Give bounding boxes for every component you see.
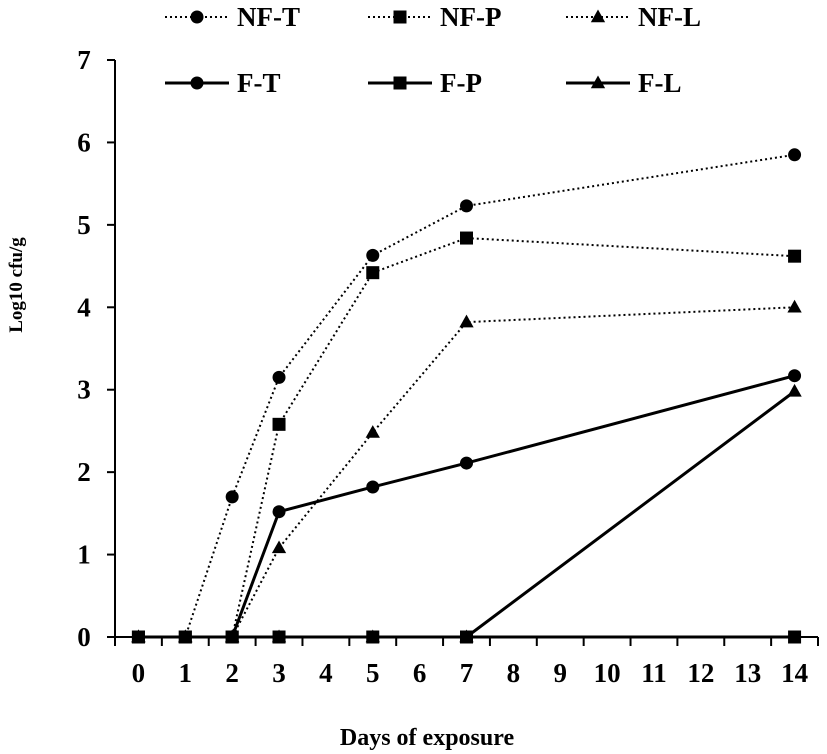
legend-label: NF-P <box>440 2 501 32</box>
data-point-f-l-triangle-marker <box>459 629 474 643</box>
series-line-f-l <box>138 390 796 639</box>
series-layer <box>131 148 802 644</box>
x-tick-label: 7 <box>460 658 474 688</box>
series-nf-p <box>131 231 802 644</box>
y-tick-label: 5 <box>77 210 91 240</box>
x-tick-label: 1 <box>179 658 193 688</box>
data-point-nf-p-square-marker <box>460 231 473 245</box>
data-point-nf-l-triangle-marker <box>459 314 474 328</box>
data-point-nf-t-circle-marker <box>225 490 239 504</box>
data-point-f-t-circle-marker <box>272 505 286 519</box>
data-point-nf-t-circle-marker <box>788 148 802 162</box>
y-axis-title: Log10 cfu/g <box>6 237 27 333</box>
series-nf-l <box>131 299 802 643</box>
series-line-nf-l <box>138 306 795 638</box>
data-point-nf-p-square-marker <box>272 417 286 431</box>
y-tick-label: 2 <box>77 457 91 487</box>
x-tick-label: 2 <box>225 658 239 688</box>
series-nf-t <box>131 148 802 644</box>
x-tick-label: 13 <box>734 658 761 688</box>
data-point-f-l-triangle-marker <box>365 629 380 643</box>
legend-item-f-p: F-P <box>368 68 482 98</box>
data-point-f-l-triangle-marker <box>131 629 146 643</box>
data-point-nf-l-triangle-marker <box>787 299 802 313</box>
data-point-f-t-circle-marker <box>366 480 380 494</box>
data-point-nf-t-circle-marker <box>366 248 380 262</box>
data-point-nf-p-square-marker <box>366 266 380 280</box>
x-tick-label: 3 <box>272 658 286 688</box>
data-point-f-l-triangle-marker <box>787 383 802 397</box>
series-f-t <box>131 369 802 644</box>
series-line-nf-p <box>138 237 795 638</box>
x-tick-label: 11 <box>641 658 667 688</box>
legend-circle-marker <box>190 76 204 90</box>
x-tick-label: 14 <box>781 658 808 688</box>
series-f-l <box>131 383 802 643</box>
y-tick-label: 0 <box>77 622 91 652</box>
data-point-f-t-circle-marker <box>460 456 473 470</box>
legend-item-f-t: F-T <box>165 68 281 98</box>
y-tick-label: 4 <box>77 292 91 322</box>
data-point-nf-p-square-marker <box>788 249 802 263</box>
y-tick-label: 7 <box>77 45 91 75</box>
legend-item-nf-t: NF-T <box>165 2 300 32</box>
x-tick-label: 9 <box>553 658 567 688</box>
legend-circle-marker <box>190 10 204 24</box>
data-point-f-l-triangle-marker <box>225 629 240 643</box>
legend-label: F-T <box>237 68 281 98</box>
series-line-f-t <box>138 374 795 639</box>
legend-square-marker <box>393 10 407 24</box>
legend-triangle-marker <box>590 9 606 23</box>
legend: NF-T NF-P NF-L F-T F-P F-L <box>165 2 701 98</box>
legend-triangle-marker <box>590 75 606 89</box>
data-point-f-l-triangle-marker <box>271 629 287 643</box>
x-axis: 0 1 2 3 4 5 6 7 8 9 10 11 12 13 14 <box>114 636 819 688</box>
legend-square-marker <box>393 76 407 90</box>
data-point-nf-l-triangle-marker <box>271 540 287 554</box>
data-point-nf-l-triangle-marker <box>365 425 380 438</box>
y-tick-label: 6 <box>77 127 91 157</box>
legend-item-nf-l: NF-L <box>566 2 701 32</box>
legend-label: NF-L <box>638 2 701 32</box>
y-tick-label: 1 <box>77 540 91 570</box>
x-tick-label: 6 <box>413 658 427 688</box>
y-axis: 0 1 2 3 4 5 6 7 <box>77 45 116 652</box>
legend-label: NF-T <box>237 2 300 32</box>
x-tick-label: 12 <box>687 658 714 688</box>
y-tick-label: 3 <box>77 375 91 405</box>
legend-label: F-P <box>440 68 482 98</box>
data-point-nf-t-circle-marker <box>460 199 473 213</box>
legend-item-nf-p: NF-P <box>368 2 501 32</box>
x-tick-label: 4 <box>319 658 333 688</box>
x-axis-title: Days of exposure <box>340 725 515 751</box>
x-tick-label: 0 <box>132 658 146 688</box>
legend-label: F-L <box>638 68 682 98</box>
data-point-f-t-circle-marker <box>788 369 802 383</box>
data-point-nf-t-circle-marker <box>272 370 286 384</box>
data-point-f-p-square-marker <box>788 630 802 644</box>
data-point-f-l-triangle-marker <box>178 629 193 643</box>
x-tick-label: 5 <box>366 658 380 688</box>
x-tick-label: 10 <box>594 658 621 688</box>
legend-item-f-l: F-L <box>566 68 682 98</box>
x-tick-label: 8 <box>507 658 521 688</box>
series-line-nf-t <box>138 153 795 638</box>
